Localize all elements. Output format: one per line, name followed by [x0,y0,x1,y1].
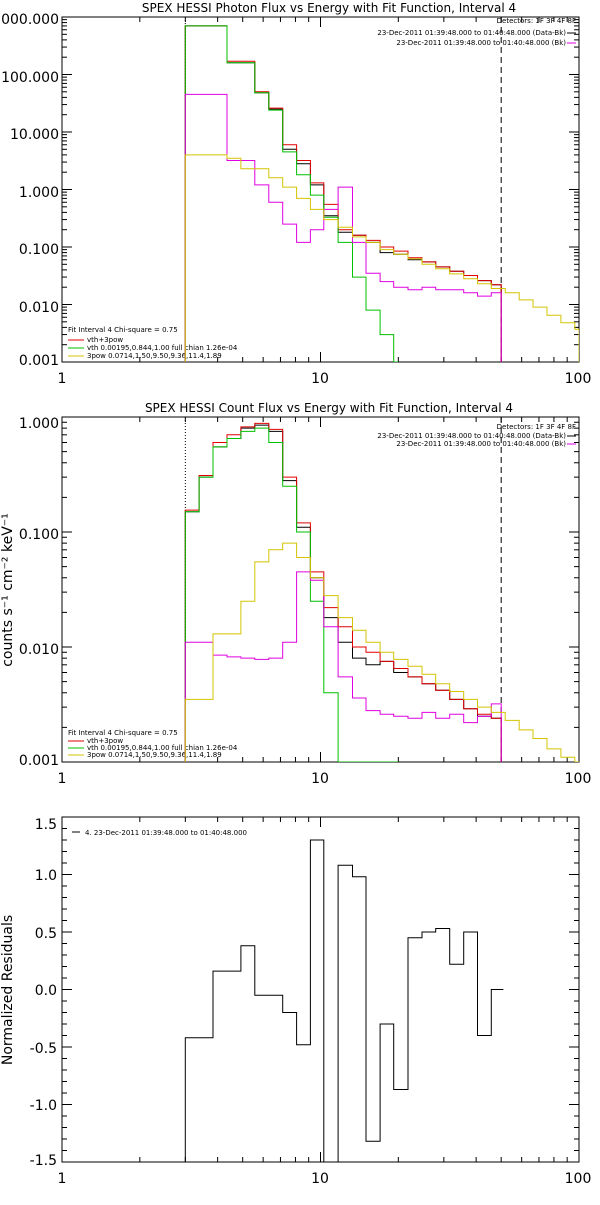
photon-flux-x-tick: 1 [58,371,67,387]
count-flux-x-tick: 1 [58,771,67,787]
photon-flux-legend-vth: vth 0.00195,0.844,1.00 full chian 1.26e-… [87,344,238,352]
photon-flux-legend-bk: 23-Dec-2011 01:39:48.000 to 01:40:48.000… [396,39,566,47]
photon-flux-legend-data-bk: 23-Dec-2011 01:39:48.000 to 01:40:48.000… [377,29,566,37]
photon-flux-series-3 [184,93,502,362]
photon-flux-legend-fit: vth+3pow [87,336,123,344]
count-flux-legend-vth: vth 0.00195,0.844,1.00 full chian 1.26e-… [87,744,238,752]
count-flux-panel: SPEX HESSI Count Flux vs Energy with Fit… [0,401,591,787]
count-flux-legend-fit-interval: Fit Interval 4 Chi-square = 0.75 [68,729,178,737]
residuals-y-axis-label: Normalized Residuals [0,915,16,1065]
photon-flux-legend-fit-interval: Fit Interval 4 Chi-square = 0.75 [68,326,178,334]
photon-flux-x-tick: 10 [311,371,329,387]
count-flux-y-axis-label: counts s⁻¹ cm⁻² keV⁻¹ [0,513,16,667]
count-flux-legend-data-bk: 23-Dec-2011 01:39:48.000 to 01:40:48.000… [377,432,566,440]
photon-flux-y-tick: 100.000 [1,70,59,86]
photon-flux-legend-detectors: Detectors: 1F 3F 4F 8F [497,17,576,25]
count-flux-series-4 [184,542,579,762]
photon-flux-y-tick: 1.000 [19,185,59,201]
count-flux-series-0 [184,424,502,762]
residuals-y-tick: 1.5 [35,817,57,833]
residuals-y-tick: 0.0 [35,983,57,999]
count-flux-series-1 [184,422,502,762]
photon-flux-series-0 [184,25,502,362]
count-flux-y-tick: 0.010 [19,642,59,658]
count-flux-series-3 [184,571,502,762]
count-flux-title: SPEX HESSI Count Flux vs Energy with Fit… [145,401,513,415]
count-flux-x-tick: 100 [565,771,592,787]
count-flux-series-2 [184,427,399,762]
residuals-x-tick: 100 [565,1171,592,1187]
count-flux-legend-detectors: Detectors: 1F 3F 4F 8F [497,423,576,431]
count-flux-legend-fit: vth+3pow [87,737,123,745]
photon-flux-y-tick: 10.000 [10,127,59,143]
residuals-panel: Normalized Residuals 1.5 1.0 0.5 0.0 -0.… [0,816,592,1187]
count-flux-legend-bk: 23-Dec-2011 01:39:48.000 to 01:40:48.000… [396,440,566,448]
count-flux-x-tick: 10 [311,771,329,787]
residuals-y-tick: -1.0 [30,1098,57,1114]
photon-flux-series-2 [184,25,399,362]
photon-flux-legend-3pow: 3pow 0.0714,1.50,9.50,9.36,11.4,1.89 [87,352,222,360]
photon-flux-title: SPEX HESSI Photon Flux vs Energy with Fi… [142,1,516,15]
photon-flux-y-tick: 0.100 [19,242,59,258]
photon-flux-panel: SPEX HESSI Photon Flux vs Energy with Fi… [0,1,591,387]
count-flux-y-tick: 1.000 [19,416,59,432]
residuals-legend-interval: 4. 23-Dec-2011 01:39:48.000 to 01:40:48.… [85,829,247,837]
photon-flux-y-tick: 0.001 [19,353,59,369]
residuals-y-tick: -1.5 [30,1153,57,1169]
photon-flux-series-1 [184,25,502,362]
count-flux-legend-3pow: 3pow 0.0714,1.50,9.50,9.36,11.4,1.89 [87,751,222,759]
count-flux-y-tick: 0.100 [19,527,59,543]
residuals-series-0 [184,839,504,1162]
residuals-x-tick: 1 [58,1171,67,1187]
residuals-y-tick: -0.5 [30,1041,57,1057]
photon-flux-x-tick: 100 [565,371,592,387]
photon-flux-series-4 [184,154,579,362]
count-flux-y-tick: 0.001 [19,753,59,769]
photon-flux-y-tick: 0.010 [19,300,59,316]
residuals-y-tick: 1.0 [35,868,57,884]
residuals-x-tick: 10 [311,1171,329,1187]
residuals-y-tick: 0.5 [35,926,57,942]
